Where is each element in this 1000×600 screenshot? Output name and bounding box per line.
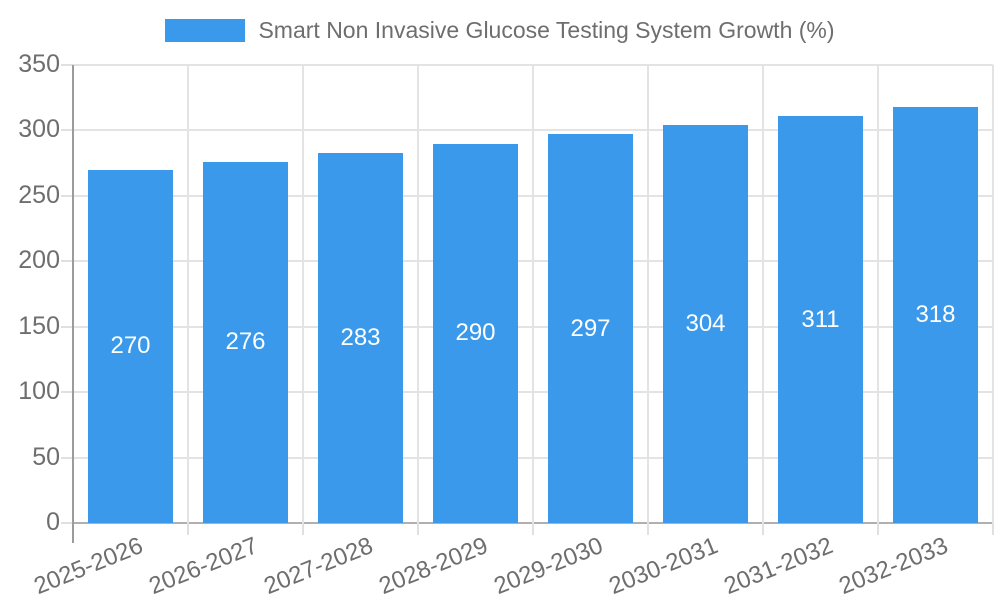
y-axis-tick — [61, 129, 73, 132]
bar-value-label: 311 — [801, 305, 840, 333]
y-axis-tick-label: 250 — [18, 180, 60, 209]
chart-legend: Smart Non Invasive Glucose Testing Syste… — [0, 17, 1000, 44]
bar-value-label: 270 — [110, 332, 151, 360]
y-axis-tick — [61, 325, 73, 328]
x-gridline — [877, 65, 879, 523]
bar[interactable] — [318, 152, 403, 523]
y-axis-tick-label: 300 — [18, 115, 60, 144]
legend-swatch-icon — [165, 19, 246, 42]
y-axis-tick — [61, 260, 73, 263]
x-gridline — [187, 65, 189, 523]
bar-value-label: 290 — [455, 319, 496, 347]
bar[interactable] — [778, 116, 863, 523]
x-axis-tick — [992, 523, 994, 535]
bar[interactable] — [893, 106, 978, 523]
y-axis-tick — [61, 391, 73, 394]
bar-value-label: 318 — [915, 300, 956, 328]
bar-value-label: 283 — [340, 323, 381, 351]
y-axis-tick-label: 350 — [18, 50, 60, 78]
y-axis-tick-label: 50 — [32, 442, 60, 471]
x-gridline — [647, 65, 649, 523]
x-axis-tick — [877, 523, 879, 535]
x-axis-tick — [302, 523, 304, 535]
y-axis-tick-label: 200 — [18, 246, 60, 275]
y-axis-tick — [61, 456, 73, 459]
x-gridline — [762, 65, 764, 523]
x-axis-tick — [647, 523, 649, 535]
y-axis-tick — [61, 194, 73, 197]
x-gridline — [302, 65, 304, 523]
y-axis-tick-label: 100 — [18, 377, 60, 406]
x-axis-tick — [532, 523, 534, 535]
y-axis-tick-label: 0 — [46, 508, 60, 536]
bar[interactable] — [663, 125, 748, 523]
bar-value-label: 297 — [570, 314, 611, 342]
bar[interactable] — [548, 134, 633, 523]
y-axis-tick-label: 150 — [18, 311, 60, 340]
legend-label: Smart Non Invasive Glucose Testing Syste… — [258, 17, 835, 43]
x-gridline — [417, 65, 419, 523]
y-axis-tick — [61, 64, 73, 66]
bar[interactable] — [88, 169, 173, 523]
bar-value-label: 304 — [685, 310, 726, 338]
bar[interactable] — [203, 161, 288, 523]
x-axis-tick — [762, 523, 764, 535]
bar-value-label: 276 — [225, 328, 266, 356]
x-gridline — [992, 65, 994, 523]
y-axis-tick — [61, 522, 73, 524]
x-axis-tick — [187, 523, 189, 535]
y-axis-line — [72, 65, 74, 543]
bar[interactable] — [433, 143, 518, 523]
x-gridline — [532, 65, 534, 523]
x-axis-tick — [417, 523, 419, 535]
